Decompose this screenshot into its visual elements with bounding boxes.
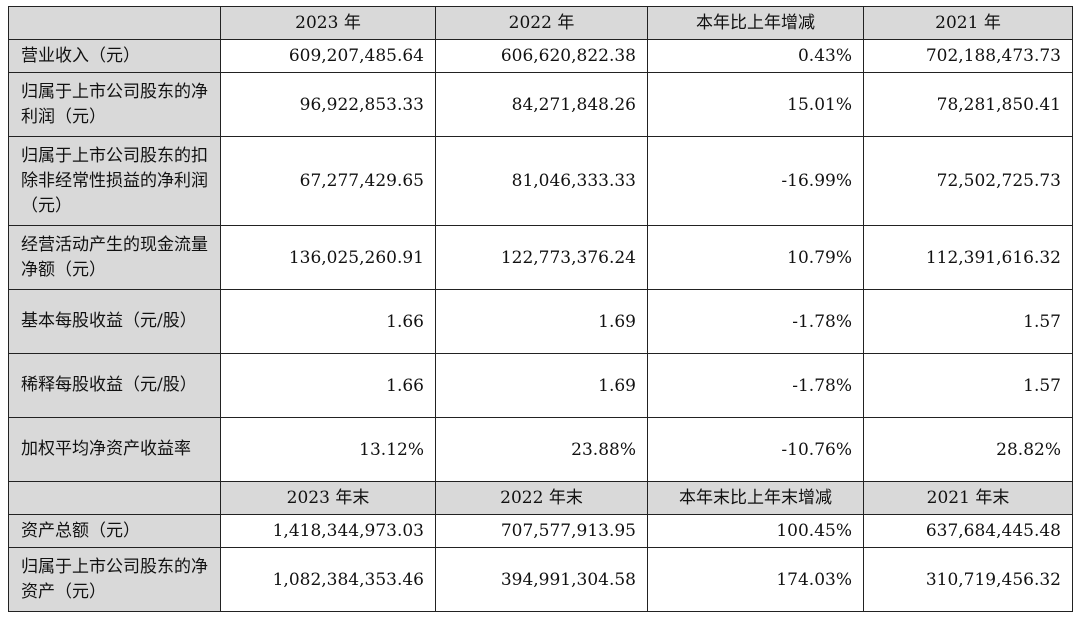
table-cell: 609,207,485.64 (220, 39, 436, 73)
table-cell: 23.88% (435, 417, 648, 482)
table-cell: -1.78% (647, 353, 864, 418)
table-cell: 1.57 (863, 289, 1073, 354)
row-label: 归属于上市公司股东的净利润（元） (8, 72, 221, 137)
table-cell: 15.01% (647, 72, 864, 137)
table-row: 归属于上市公司股东的净利润（元） 96,922,853.33 84,271,84… (8, 72, 1073, 137)
table-cell: 100.45% (647, 514, 864, 548)
table-cell: 1.66 (220, 289, 436, 354)
header-cell: 2022 年末 (435, 481, 648, 515)
table-cell: 1.69 (435, 289, 648, 354)
row-label: 资产总额（元） (8, 514, 221, 548)
table-cell: 81,046,333.33 (435, 136, 648, 226)
header-cell: 2023 年 (220, 6, 436, 40)
row-label: 基本每股收益（元/股） (8, 289, 221, 354)
header-cell: 2023 年末 (220, 481, 436, 515)
header-cell: 2022 年 (435, 6, 648, 40)
row-label: 稀释每股收益（元/股） (8, 353, 221, 418)
table-row: 归属于上市公司股东的扣除非经常性损益的净利润（元） 67,277,429.65 … (8, 136, 1073, 226)
table-cell: 606,620,822.38 (435, 39, 648, 73)
table-cell: 637,684,445.48 (863, 514, 1073, 548)
table-header-row: 2023 年 2022 年 本年比上年增减 2021 年 (8, 6, 1073, 40)
header-cell (8, 6, 221, 40)
table-cell: 310,719,456.32 (863, 547, 1073, 612)
table-cell: 10.79% (647, 225, 864, 290)
header-cell: 2021 年 (863, 6, 1073, 40)
header-cell: 2021 年末 (863, 481, 1073, 515)
table-cell: 174.03% (647, 547, 864, 612)
table-cell: 96,922,853.33 (220, 72, 436, 137)
row-label: 归属于上市公司股东的扣除非经常性损益的净利润（元） (8, 136, 221, 226)
table-cell: 112,391,616.32 (863, 225, 1073, 290)
table-cell: 702,188,473.73 (863, 39, 1073, 73)
table-header-row: 2023 年末 2022 年末 本年末比上年末增减 2021 年末 (8, 481, 1073, 515)
table-cell: 67,277,429.65 (220, 136, 436, 226)
table-cell: -16.99% (647, 136, 864, 226)
table-cell: 84,271,848.26 (435, 72, 648, 137)
table-row: 营业收入（元） 609,207,485.64 606,620,822.38 0.… (8, 39, 1073, 73)
header-cell: 本年比上年增减 (647, 6, 864, 40)
table-cell: 1,082,384,353.46 (220, 547, 436, 612)
table-cell: 28.82% (863, 417, 1073, 482)
table-row: 加权平均净资产收益率 13.12% 23.88% -10.76% 28.82% (8, 417, 1073, 482)
row-label: 归属于上市公司股东的净资产（元） (8, 547, 221, 612)
table-cell: 72,502,725.73 (863, 136, 1073, 226)
row-label: 加权平均净资产收益率 (8, 417, 221, 482)
table-cell: 1.69 (435, 353, 648, 418)
row-label: 营业收入（元） (8, 39, 221, 73)
table-row: 稀释每股收益（元/股） 1.66 1.69 -1.78% 1.57 (8, 353, 1073, 418)
header-cell (8, 481, 221, 515)
table-cell: 1.66 (220, 353, 436, 418)
table-cell: 136,025,260.91 (220, 225, 436, 290)
table-cell: 78,281,850.41 (863, 72, 1073, 137)
table-cell: -10.76% (647, 417, 864, 482)
financial-indicators-table: 2023 年 2022 年 本年比上年增减 2021 年 营业收入（元） 609… (8, 6, 1073, 612)
table-cell: 13.12% (220, 417, 436, 482)
table-cell: -1.78% (647, 289, 864, 354)
table-cell: 1.57 (863, 353, 1073, 418)
table-cell: 0.43% (647, 39, 864, 73)
table-cell: 707,577,913.95 (435, 514, 648, 548)
table-row: 资产总额（元） 1,418,344,973.03 707,577,913.95 … (8, 514, 1073, 548)
table-cell: 122,773,376.24 (435, 225, 648, 290)
table-row: 归属于上市公司股东的净资产（元） 1,082,384,353.46 394,99… (8, 547, 1073, 612)
table-row: 经营活动产生的现金流量净额（元） 136,025,260.91 122,773,… (8, 225, 1073, 290)
row-label: 经营活动产生的现金流量净额（元） (8, 225, 221, 290)
header-cell: 本年末比上年末增减 (647, 481, 864, 515)
table-cell: 1,418,344,973.03 (220, 514, 436, 548)
table-cell: 394,991,304.58 (435, 547, 648, 612)
table-row: 基本每股收益（元/股） 1.66 1.69 -1.78% 1.57 (8, 289, 1073, 354)
